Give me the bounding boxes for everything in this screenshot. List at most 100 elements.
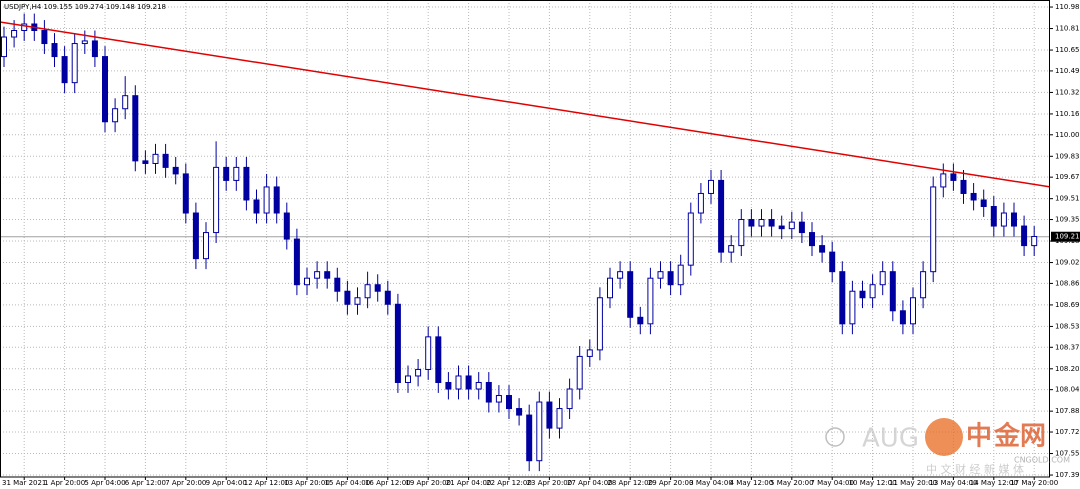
candle-body — [970, 192, 977, 201]
candle-body — [697, 192, 704, 214]
candle-body — [495, 395, 502, 403]
candle-body — [122, 95, 129, 110]
watermark-logo — [925, 418, 963, 456]
candle-body — [102, 56, 108, 123]
candle-body — [112, 108, 119, 123]
y-tick-label: 108.860 — [1055, 279, 1080, 287]
candle-body — [576, 355, 583, 390]
y-tick-label: 108.370 — [1055, 343, 1080, 351]
candle-body — [566, 388, 573, 410]
candle-body — [485, 381, 492, 403]
x-tick-label: 13 Apr 20:00 — [284, 479, 330, 487]
x-tick-label: 7 Apr 20:00 — [165, 479, 206, 487]
candle-body — [21, 23, 28, 32]
y-tick-label: 110.815 — [1055, 25, 1080, 33]
candle-body — [506, 395, 512, 410]
candle-body — [233, 166, 240, 181]
x-tick-label: 4 May 12:00 — [730, 479, 774, 487]
grid — [0, 0, 1050, 477]
x-tick-label: 5 May 20:00 — [770, 479, 814, 487]
candle-body — [758, 219, 765, 227]
candle-body — [607, 277, 613, 299]
candle-body — [1, 36, 7, 58]
candle-body — [354, 297, 361, 305]
candle-body — [475, 381, 482, 390]
candle-body — [869, 284, 876, 299]
candle-body — [778, 225, 785, 230]
watermark-site: 金网 — [993, 421, 1046, 452]
y-tick-label: 109.835 — [1055, 152, 1080, 160]
x-tick-label: 21 Apr 04:00 — [446, 479, 492, 487]
y-tick-label: 108.045 — [1055, 386, 1080, 394]
candle-body — [647, 277, 654, 325]
candle-body — [930, 186, 937, 273]
y-tick-label: 110.000 — [1055, 131, 1080, 139]
candle-body — [374, 284, 381, 292]
candle-body — [708, 179, 714, 194]
x-tick-label: 7 May 04:00 — [810, 479, 854, 487]
y-tick-label: 109.675 — [1055, 173, 1080, 181]
candle-body — [667, 271, 674, 286]
candle-body — [405, 375, 411, 383]
x-tick-label: 6 Apr 12:00 — [125, 479, 166, 487]
last-price-box — [1051, 231, 1080, 242]
candle-body — [394, 303, 401, 383]
plot-frame — [0, 0, 1050, 478]
candle-body — [41, 30, 48, 45]
x-tick-label: 9 Apr 04:00 — [206, 479, 247, 487]
candle-body — [829, 251, 836, 273]
y-tick-label: 110.490 — [1055, 67, 1080, 75]
candle-body — [324, 271, 331, 279]
candle-body — [314, 271, 321, 279]
candle-body — [223, 166, 230, 181]
candle-body — [213, 166, 220, 234]
y-tick-label: 110.650 — [1055, 46, 1080, 54]
candle-body — [960, 179, 967, 194]
candle-body — [172, 166, 179, 175]
y-tick-label: 110.325 — [1055, 88, 1080, 96]
candle-body — [192, 212, 199, 260]
y-tick-label: 109.020 — [1055, 259, 1080, 267]
candle-body — [819, 245, 826, 253]
x-tick-label: 11 May 20:00 — [889, 479, 937, 487]
candle-body — [344, 290, 351, 305]
candle-body — [415, 368, 422, 377]
candle-body — [546, 401, 553, 429]
x-tick-label: 16 Apr 12:00 — [365, 479, 411, 487]
candle-body — [788, 221, 795, 230]
candle-body — [556, 408, 563, 429]
x-tick-label: 19 Apr 20:00 — [405, 479, 451, 487]
watermark-prefix: 中 — [966, 422, 992, 452]
x-tick-label: 28 Apr 12:00 — [607, 479, 653, 487]
candle-body — [637, 316, 644, 325]
candle-body — [203, 232, 209, 260]
candle-body — [142, 160, 149, 164]
candle-body — [334, 277, 341, 292]
y-tick-label: 110.980 — [1055, 3, 1080, 11]
axes: 110.980 110.815 110.650 110.490 110.325 110.1… — [2, 3, 1080, 487]
candle-body — [920, 271, 927, 299]
candle-body — [839, 271, 846, 325]
x-tick-label: 12 Apr 12:00 — [244, 479, 290, 487]
y-tick-label: 107.555 — [1055, 450, 1080, 458]
candle-body — [889, 271, 896, 312]
y-tick-label: 107.390 — [1055, 471, 1080, 479]
x-tick-label: 27 Apr 04:00 — [567, 479, 613, 487]
watermark-icon — [825, 427, 845, 447]
x-tick-label: 17 May 20:00 — [1010, 479, 1058, 487]
candle-body — [809, 232, 815, 247]
y-tick-label: 107.720 — [1055, 428, 1080, 436]
x-tick-label: 22 Apr 12:00 — [486, 479, 532, 487]
y-tick-label: 109.350 — [1055, 216, 1080, 224]
candle-body — [990, 205, 997, 227]
candle-body — [162, 153, 169, 168]
x-tick-label: 3 May 04:00 — [689, 479, 733, 487]
candle-body — [849, 290, 856, 325]
candle-body — [526, 414, 533, 462]
watermark-tagline: 中 文 财 经 新 媒 体 — [926, 462, 1024, 476]
candle-body — [728, 245, 735, 253]
x-tick-label: 10 May 12:00 — [849, 479, 897, 487]
candle-body — [81, 40, 88, 45]
y-tick-label: 108.205 — [1055, 365, 1080, 373]
candle-body — [748, 219, 755, 227]
